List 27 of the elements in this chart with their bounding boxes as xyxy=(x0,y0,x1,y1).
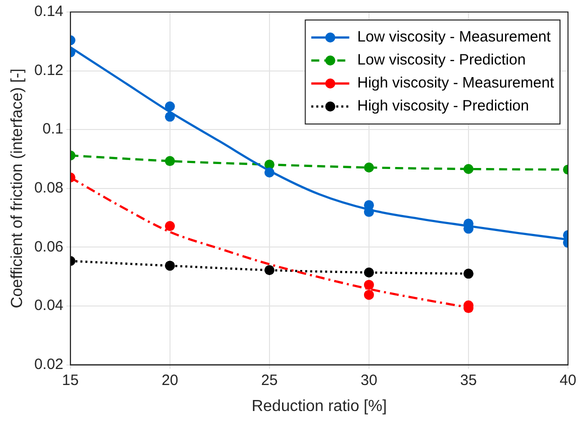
x-tick-label: 20 xyxy=(162,372,178,389)
y-axis-title: Coefficient of friction (interface) [-] xyxy=(9,68,26,308)
y-tick-label: 0.12 xyxy=(34,62,64,79)
point xyxy=(264,168,274,178)
y-tick-label: 0.1 xyxy=(42,120,64,138)
point xyxy=(364,280,374,290)
point xyxy=(364,162,374,173)
x-tick-label: 25 xyxy=(261,372,278,389)
y-tick-label: 0.04 xyxy=(34,297,64,314)
x-tick-label: 35 xyxy=(460,372,477,389)
point xyxy=(463,268,474,279)
point xyxy=(364,267,374,278)
legend-label: High viscosity - Prediction xyxy=(357,98,530,115)
y-tick-label: 0.14 xyxy=(34,3,64,20)
y-tick-label: 0.02 xyxy=(34,356,64,373)
x-tick-label: 15 xyxy=(62,372,79,389)
point xyxy=(264,265,274,276)
x-axis-title: Reduction ratio [%] xyxy=(252,398,387,415)
point xyxy=(463,164,474,174)
legend-label: Low viscosity - Prediction xyxy=(357,52,526,69)
x-tick-label: 40 xyxy=(560,372,576,389)
x-tick-label: 30 xyxy=(360,372,378,389)
y-tick-label: 0.06 xyxy=(34,238,64,256)
legend-label: High viscosity - Measurement xyxy=(357,74,555,92)
point xyxy=(364,290,374,300)
y-tick-label: 0.08 xyxy=(34,180,64,197)
legend-label: Low viscosity - Measurement xyxy=(357,28,552,46)
